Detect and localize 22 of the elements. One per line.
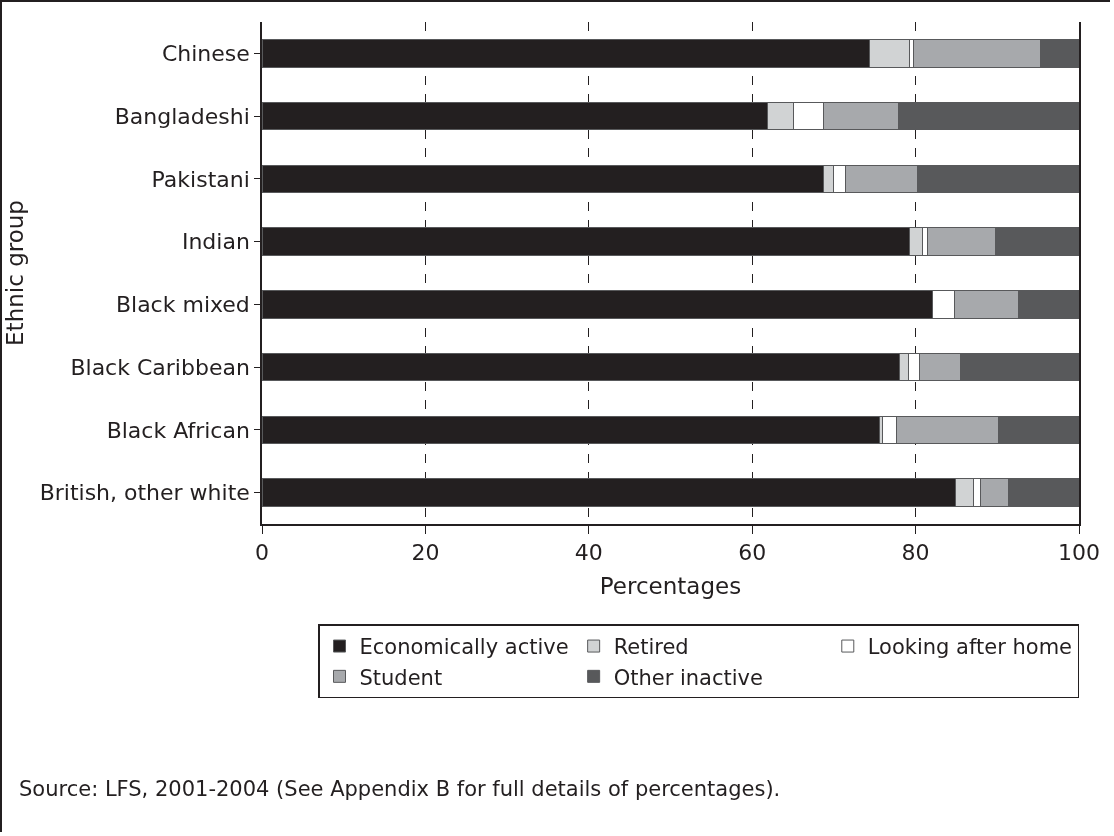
x-tick-label: 0 <box>255 540 269 566</box>
x-tick-label: 80 <box>901 540 930 566</box>
legend-label: Student <box>359 665 443 690</box>
legend-label: Other inactive <box>613 665 763 690</box>
y-tick-label: Black mixed <box>115 292 250 318</box>
x-axis-title: Percentages <box>599 573 742 600</box>
y-tick-label: Black African <box>106 417 250 443</box>
y-tick-label: Bangladeshi <box>114 103 250 129</box>
legend-label: Retired <box>613 635 689 660</box>
y-tick-label: Indian <box>181 229 250 255</box>
x-tick-label: 100 <box>1058 540 1100 566</box>
x-tick-label: 60 <box>738 540 767 566</box>
y-tick-label: British, other white <box>39 480 250 506</box>
source-note: Source: LFS, 2001-2004 (See Appendix B for full details of percentages). <box>19 777 781 801</box>
legend-label: Economically active <box>359 635 569 660</box>
y-tick-label: Pakistani <box>151 166 250 192</box>
y-tick-label: Black Caribbean <box>70 354 250 380</box>
x-tick-label: 40 <box>574 540 603 566</box>
y-tick-label: Chinese <box>161 41 250 67</box>
x-tick-label: 20 <box>411 540 440 566</box>
y-axis-title: Ethnic group <box>2 200 28 346</box>
legend-label: Looking after home <box>867 635 1073 660</box>
